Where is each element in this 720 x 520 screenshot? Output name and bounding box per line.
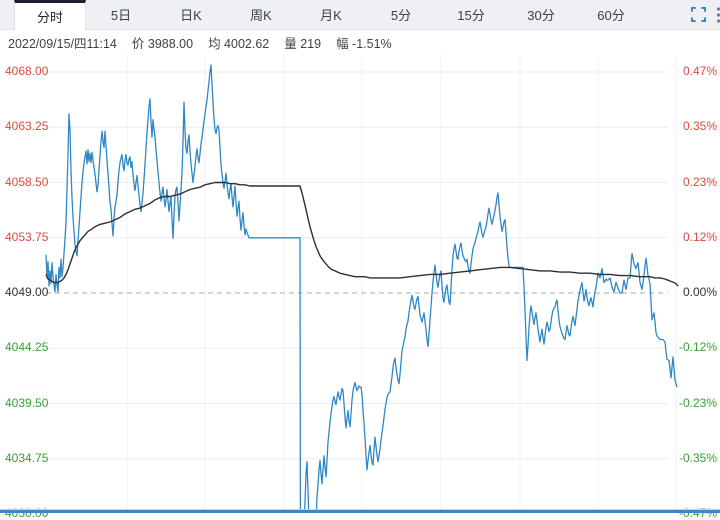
percent-axis-label: -0.23%	[678, 395, 717, 410]
intraday-chart[interactable]: 4068.00 4063.25 4058.50 4053.75 4049.00 4044.…	[0, 55, 720, 520]
info-volume: 量 219	[284, 37, 322, 51]
percent-axis-label: 0.23%	[682, 174, 717, 189]
volume-panel-divider	[0, 509, 720, 513]
percent-axis-label: -0.35%	[678, 450, 717, 465]
price-axis-label: 4039.50	[5, 395, 49, 410]
price-axis-label: 4034.75	[5, 450, 49, 465]
price-axis-label: 4058.50	[5, 174, 49, 189]
price-axis-label: 4044.25	[5, 340, 49, 355]
tab-60min[interactable]: 60分	[597, 8, 625, 23]
info-datetime: 2022/09/15/四11:14	[8, 37, 117, 51]
chart-canvas[interactable]	[0, 55, 720, 513]
percent-axis-label: 0.47%	[682, 64, 717, 78]
tab-month-k[interactable]: 月K	[320, 8, 342, 23]
price-axis-label: 4053.75	[5, 229, 49, 244]
price-axis-label: 4068.00	[5, 64, 49, 78]
more-options-icon[interactable]	[715, 6, 720, 24]
tab-5day[interactable]: 5日	[110, 8, 132, 23]
percent-axis-label: 0.00%	[682, 285, 717, 299]
price-axis-label: 4049.00	[5, 285, 49, 299]
percent-axis-label: 0.12%	[682, 229, 717, 244]
tab-bar: 分时 5日 日K 周K 月K 5分 15分 30分 60分	[0, 0, 720, 30]
tab-week-k[interactable]: 周K	[250, 8, 272, 23]
info-average: 均 4002.62	[208, 37, 270, 51]
tab-30min[interactable]: 30分	[527, 8, 555, 23]
info-price: 价 3988.00	[131, 37, 194, 51]
info-change: 幅 -1.51%	[336, 37, 392, 51]
tab-15min[interactable]: 15分	[457, 8, 485, 23]
tab-fenshi[interactable]: 分时	[14, 0, 86, 30]
tab-bar-icons	[691, 0, 720, 29]
info-bar: 2022/09/15/四11:14 价 3988.00 均 4002.62 量 219…	[0, 30, 720, 55]
percent-axis-label: -0.12%	[678, 340, 717, 355]
price-axis-label: 4063.25	[5, 119, 49, 134]
tab-bar-tabs: 分时 5日 日K 周K 月K 5分 15分 30分 60分	[14, 0, 646, 30]
average-line	[45, 181, 679, 287]
fullscreen-icon[interactable]	[691, 7, 706, 22]
tab-day-k[interactable]: 日K	[180, 8, 202, 23]
tab-5min[interactable]: 5分	[390, 8, 412, 23]
percent-axis-label: 0.35%	[682, 119, 717, 134]
price-line	[45, 64, 678, 513]
